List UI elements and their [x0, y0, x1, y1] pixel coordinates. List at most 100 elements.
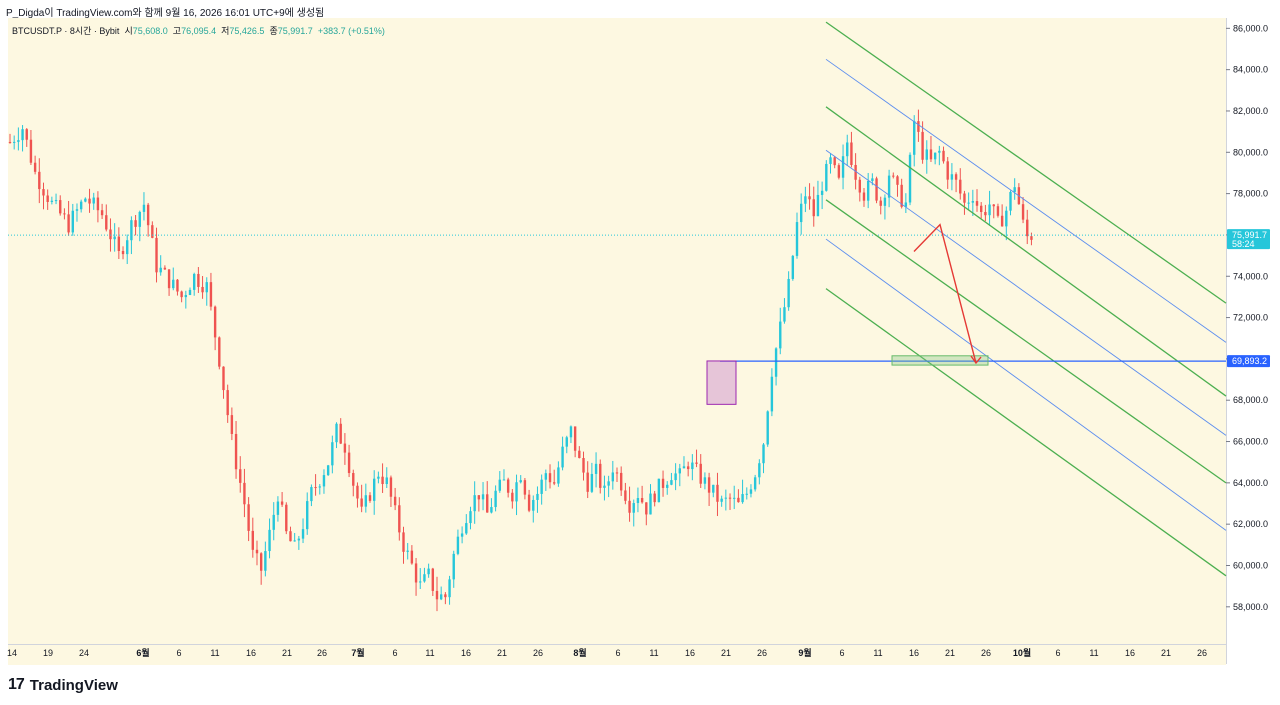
- candle-body: [331, 442, 334, 466]
- legend-open-label: 시: [124, 26, 133, 36]
- candle-body: [25, 129, 28, 140]
- candle-body: [850, 142, 853, 165]
- candle-body: [368, 495, 372, 501]
- candle-body: [720, 498, 723, 502]
- candle-body: [913, 121, 916, 155]
- time-tick-label: 6: [839, 648, 844, 658]
- legend-low: 75,426.5: [229, 26, 265, 36]
- candle-body: [293, 540, 296, 542]
- legend-high-label: 고: [172, 26, 182, 36]
- candle-body: [770, 376, 774, 412]
- time-tick-label: 16: [685, 648, 695, 658]
- candle-body: [707, 477, 711, 493]
- candle-body: [774, 348, 778, 377]
- price-tick-label: 80,000.0: [1233, 147, 1268, 157]
- candle-body: [762, 444, 765, 464]
- candle-body: [988, 204, 991, 216]
- legend-change: +383.7 (+0.51%): [317, 26, 385, 36]
- time-tick-label: 8월: [573, 647, 586, 658]
- candle-body: [180, 291, 183, 298]
- time-tick-label: 21: [721, 648, 731, 658]
- time-tick-label: 10월: [1013, 647, 1031, 658]
- candle-body: [917, 121, 920, 132]
- price-tick-label: 62,000.0: [1233, 519, 1268, 529]
- price-axis[interactable]: [1226, 18, 1280, 664]
- time-tick-label: 26: [757, 648, 767, 658]
- candle-body: [377, 476, 380, 479]
- candle-body: [126, 240, 129, 255]
- candle-body: [540, 479, 543, 494]
- candle-body: [557, 467, 560, 484]
- chart-header-title: P_Digda이 TradingView.com와 함께 9월 16, 2026…: [6, 8, 325, 19]
- candle-body: [1026, 219, 1029, 237]
- candle-body: [213, 306, 217, 338]
- candle-body: [980, 205, 983, 212]
- candle-body: [465, 523, 468, 534]
- candle-body: [406, 550, 409, 552]
- current-price-label-bg: [1227, 229, 1270, 250]
- candle-body: [799, 203, 803, 223]
- time-tick-label: 6: [176, 648, 181, 658]
- legend-symbol: BTCUSDT.P · 8시간 · Bybit: [12, 26, 120, 36]
- candle-body: [410, 550, 414, 564]
- time-tick-label: 26: [317, 648, 327, 658]
- candle-body: [511, 492, 514, 502]
- candle-body: [624, 490, 627, 501]
- candle-body: [38, 171, 41, 190]
- tradingview-logo[interactable]: 17 TradingView: [8, 676, 118, 694]
- candle-body: [523, 480, 527, 495]
- candle-body: [427, 568, 430, 575]
- chart-area[interactable]: [8, 18, 1226, 644]
- channel-line: [825, 288, 1227, 577]
- candle-body: [71, 210, 74, 233]
- candle-body: [628, 500, 631, 513]
- candle-body: [339, 423, 342, 444]
- candle-body: [360, 498, 363, 507]
- current-price-label: 58:24: [1232, 239, 1255, 249]
- candle-body: [502, 479, 506, 481]
- candle-body: [498, 479, 501, 491]
- target-zone: [891, 355, 989, 366]
- time-tick-label: 26: [981, 648, 991, 658]
- candle-body: [75, 209, 79, 211]
- candle-body: [820, 190, 824, 195]
- candle-body: [532, 499, 535, 511]
- candle-body: [779, 321, 782, 349]
- candle-body: [477, 495, 481, 500]
- time-tick-label: 7월: [351, 647, 364, 658]
- candle-body: [657, 478, 661, 503]
- breakout-box: [706, 360, 737, 405]
- candle-body: [109, 229, 112, 240]
- candle-body: [155, 237, 158, 273]
- candle-body: [21, 129, 24, 141]
- candle-body: [88, 198, 91, 204]
- candle-body: [33, 162, 37, 172]
- candle-body: [322, 475, 326, 487]
- candle-body: [837, 165, 841, 178]
- candle-body: [272, 514, 275, 530]
- candle-body: [946, 161, 949, 180]
- candle-body: [733, 497, 736, 499]
- channel-line: [825, 149, 1227, 436]
- candle-body: [151, 225, 154, 238]
- candle-body: [255, 549, 259, 554]
- time-axis[interactable]: [8, 644, 1226, 665]
- candle-body: [527, 494, 531, 511]
- candle-body: [402, 532, 405, 552]
- channel-line: [825, 199, 1227, 484]
- candle-body: [460, 533, 464, 537]
- candle-body: [486, 494, 489, 513]
- candle-body: [280, 501, 284, 505]
- time-tick-label: 11: [1089, 648, 1098, 658]
- candle-body: [239, 469, 242, 483]
- candle-body: [569, 426, 573, 438]
- candle-body: [674, 473, 677, 481]
- candle-body: [963, 193, 966, 203]
- candle-body: [925, 149, 928, 160]
- projection-arrowhead: [970, 355, 982, 365]
- candle-body: [900, 184, 903, 207]
- candle-body: [448, 579, 451, 598]
- candle-body: [942, 150, 945, 162]
- candle-body: [678, 468, 681, 474]
